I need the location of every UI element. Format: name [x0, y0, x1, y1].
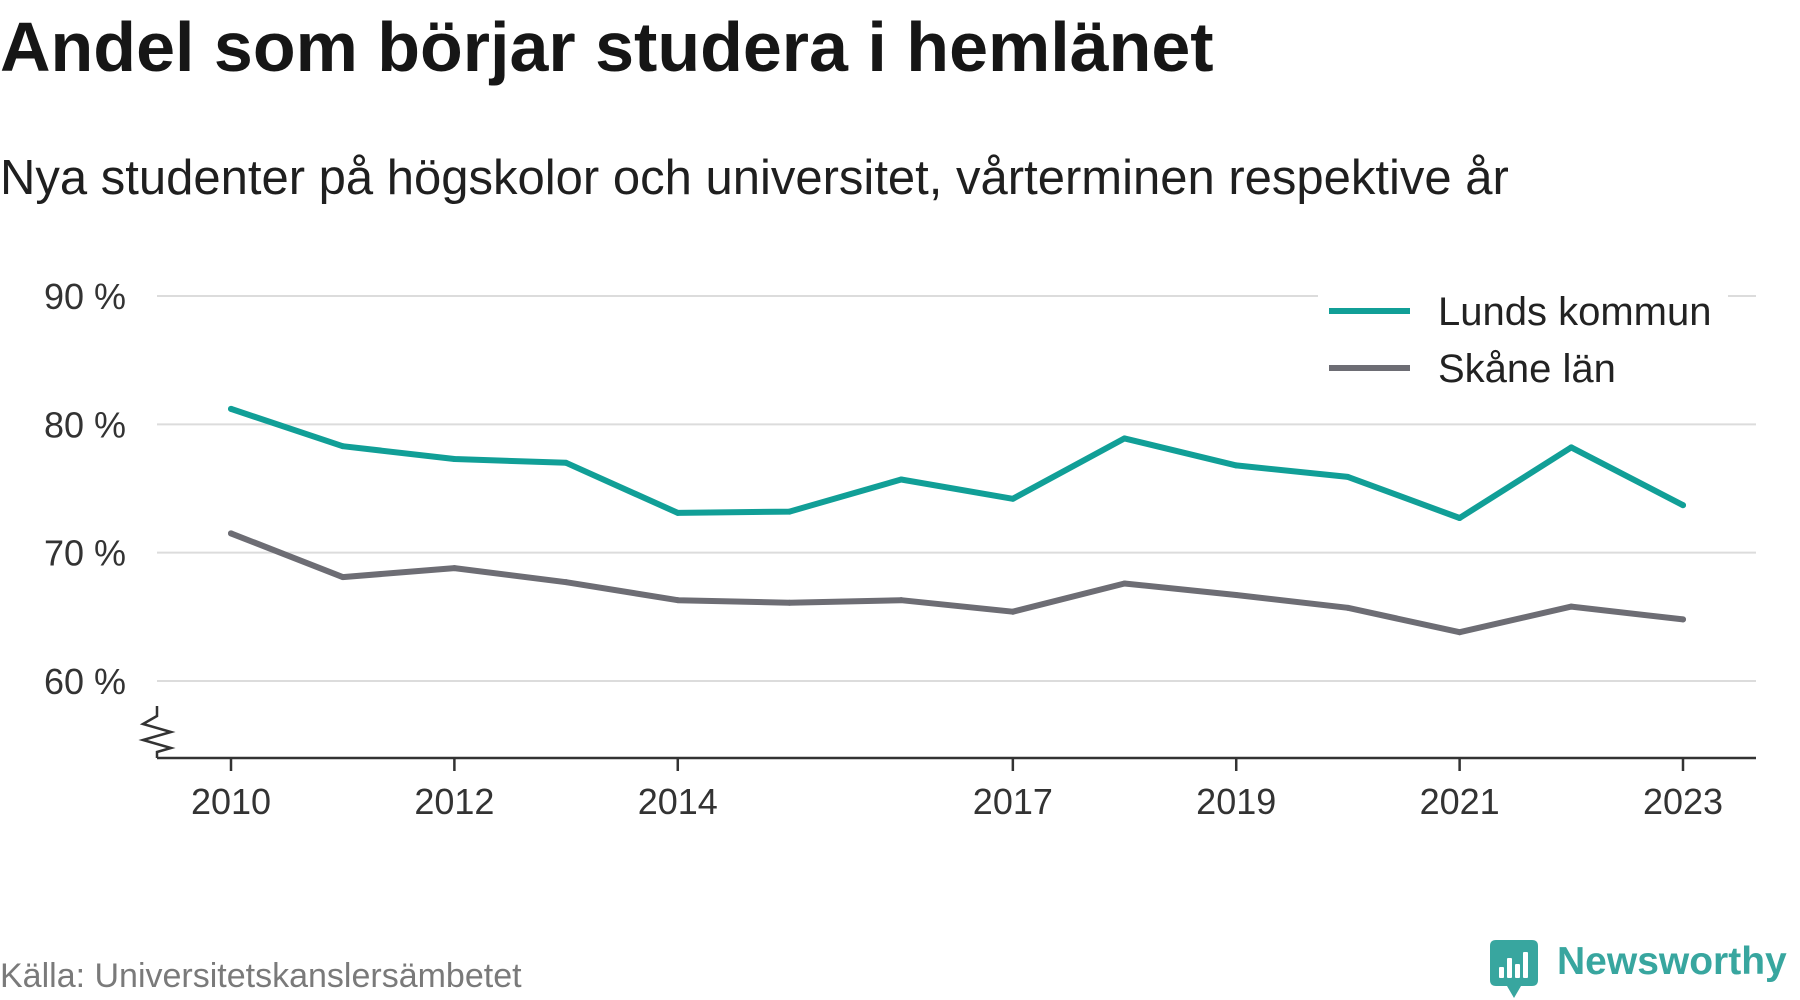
x-tick-label-2023: 2023 — [1643, 781, 1723, 822]
data-point-lunds-kommun-2023 — [1680, 502, 1686, 509]
source-note: Källa: Universitetskanslersämbetet — [0, 957, 522, 995]
data-point-skane-lan-2018 — [1121, 580, 1128, 587]
data-point-skane-lan-2017 — [1009, 608, 1016, 615]
data-point-skane-lan-2016 — [898, 597, 905, 604]
x-tick-label-2012: 2012 — [414, 781, 494, 822]
data-point-lunds-kommun-2010 — [228, 405, 234, 412]
data-point-skane-lan-2013 — [563, 579, 570, 586]
data-point-lunds-kommun-2022 — [1568, 444, 1575, 451]
y-tick-label-70: 70 % — [44, 533, 126, 574]
logo-bar — [1499, 967, 1504, 978]
y-tick-label-80: 80 % — [44, 404, 126, 445]
data-point-skane-lan-2021 — [1456, 629, 1463, 636]
x-tick-label-2021: 2021 — [1420, 781, 1500, 822]
x-axis: 2010 2012 2014 2017 2019 2021 2023 — [138, 706, 1756, 822]
data-point-lunds-kommun-2016 — [898, 476, 905, 483]
x-tick-label-2014: 2014 — [638, 781, 718, 822]
series-lines — [228, 405, 1686, 636]
brand-name: Newsworthy — [1557, 940, 1787, 983]
data-point-skane-lan-2020 — [1344, 604, 1351, 611]
legend-background — [1318, 283, 1728, 398]
data-point-lunds-kommun-2020 — [1344, 473, 1351, 480]
data-point-skane-lan-2010 — [228, 530, 234, 537]
data-point-skane-lan-2022 — [1568, 603, 1575, 610]
data-point-lunds-kommun-2012 — [451, 455, 458, 462]
data-point-skane-lan-2015 — [786, 599, 793, 606]
legend-label-skane-lan: Skåne län — [1438, 347, 1616, 391]
chart-title: Andel som börjar studera i hemlänet — [0, 8, 1214, 86]
newsworthy-logo-icon — [1490, 940, 1538, 998]
legend-label-lunds-kommun: Lunds kommun — [1438, 290, 1711, 334]
chart-subtitle: Nya studenter på högskolor och universit… — [0, 151, 1509, 205]
data-point-lunds-kommun-2019 — [1233, 462, 1240, 469]
series-line-skane-lan — [228, 530, 1686, 636]
data-point-skane-lan-2011 — [339, 574, 346, 581]
data-point-lunds-kommun-2015 — [786, 508, 793, 515]
y-axis-labels: 90 % 80 % 70 % 60 % — [44, 276, 126, 702]
logo-bar — [1507, 958, 1512, 978]
data-point-lunds-kommun-2011 — [339, 443, 346, 450]
data-point-skane-lan-2012 — [451, 565, 458, 572]
series-line-lunds-kommun — [228, 405, 1686, 521]
logo-badge — [1490, 940, 1538, 998]
data-point-skane-lan-2014 — [674, 597, 681, 604]
x-tick-label-2010: 2010 — [191, 781, 271, 822]
y-tick-label-90: 90 % — [44, 276, 126, 317]
data-point-lunds-kommun-2014 — [674, 509, 681, 516]
axis-break-icon — [138, 706, 176, 758]
x-tick-label-2017: 2017 — [973, 781, 1053, 822]
y-tick-label-60: 60 % — [44, 661, 126, 702]
data-point-lunds-kommun-2021 — [1456, 515, 1463, 522]
data-point-lunds-kommun-2017 — [1009, 495, 1016, 502]
logo-bar — [1523, 952, 1528, 978]
legend: Lunds kommun Skåne län — [1318, 283, 1728, 398]
data-point-lunds-kommun-2013 — [563, 459, 570, 466]
logo-bar — [1515, 964, 1520, 978]
data-point-skane-lan-2019 — [1233, 592, 1240, 599]
data-point-skane-lan-2023 — [1680, 616, 1686, 623]
data-point-lunds-kommun-2018 — [1121, 435, 1128, 442]
x-tick-label-2019: 2019 — [1196, 781, 1276, 822]
